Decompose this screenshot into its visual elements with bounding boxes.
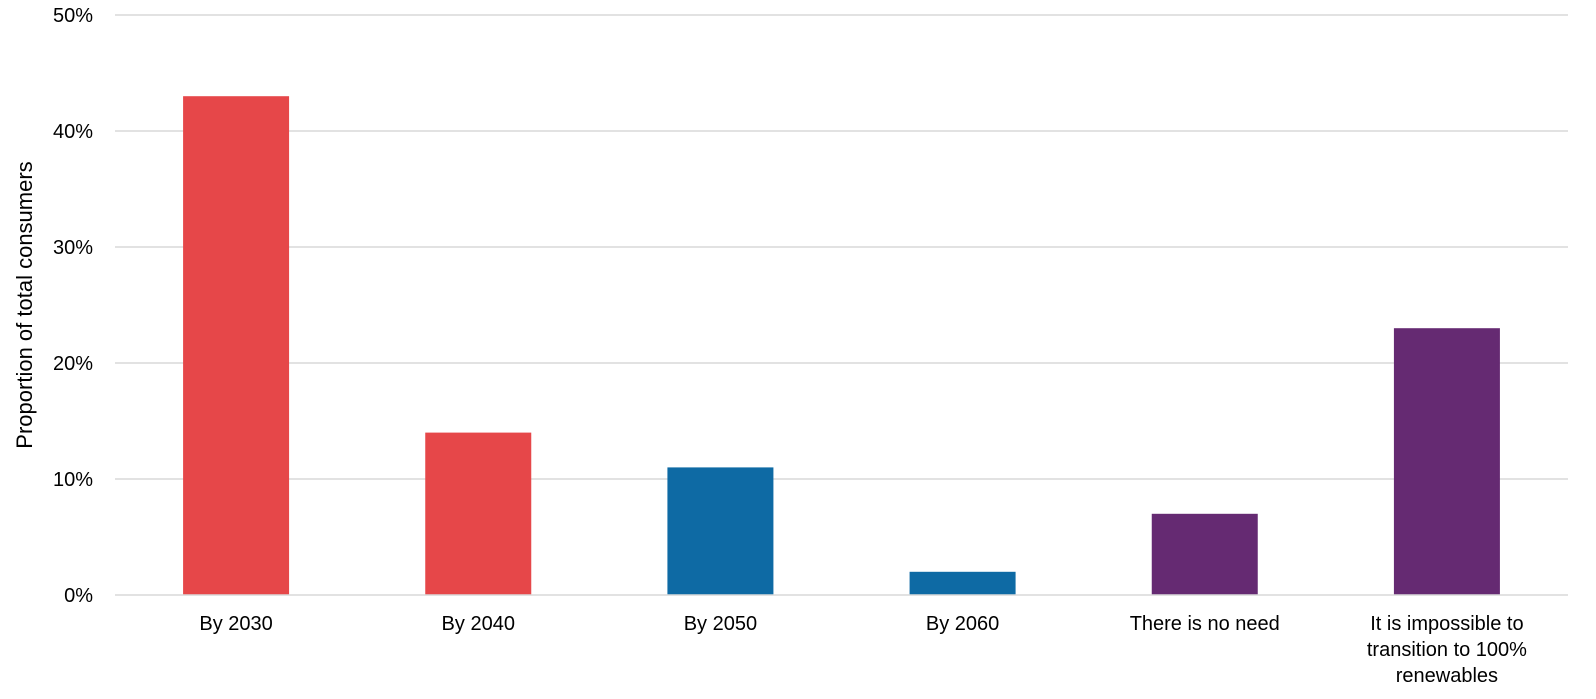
x-tick-label: It is impossible to bbox=[1370, 613, 1523, 635]
x-tick-label: By 2060 bbox=[926, 613, 999, 635]
x-tick-label: There is no need bbox=[1130, 613, 1280, 635]
y-axis-title: Proportion of total consumers bbox=[12, 161, 37, 448]
y-axis-tick-labels: 0% 10% 20% 30% 40% 50% bbox=[53, 5, 93, 607]
y-tick-label: 40% bbox=[53, 121, 93, 143]
bar bbox=[1151, 513, 1258, 595]
x-tick-label: By 2040 bbox=[442, 613, 515, 635]
bar bbox=[1393, 328, 1500, 595]
bar bbox=[183, 96, 290, 595]
bar bbox=[909, 571, 1016, 595]
x-axis-tick-labels: By 2030 By 2040 By 2050 By 2060 There is no … bbox=[199, 613, 1527, 687]
x-tick-label: transition to 100% bbox=[1367, 639, 1527, 661]
bar bbox=[425, 432, 532, 595]
x-tick-label: By 2050 bbox=[684, 613, 757, 635]
y-tick-label: 20% bbox=[53, 353, 93, 375]
y-tick-label: 50% bbox=[53, 5, 93, 27]
y-tick-label: 0% bbox=[64, 585, 93, 607]
x-tick-label: By 2030 bbox=[199, 613, 272, 635]
y-tick-label: 10% bbox=[53, 469, 93, 491]
bars bbox=[183, 96, 1500, 595]
bar bbox=[667, 467, 774, 595]
gridlines bbox=[115, 14, 1568, 480]
y-tick-label: 30% bbox=[53, 237, 93, 259]
x-tick-label: renewables bbox=[1396, 665, 1498, 687]
